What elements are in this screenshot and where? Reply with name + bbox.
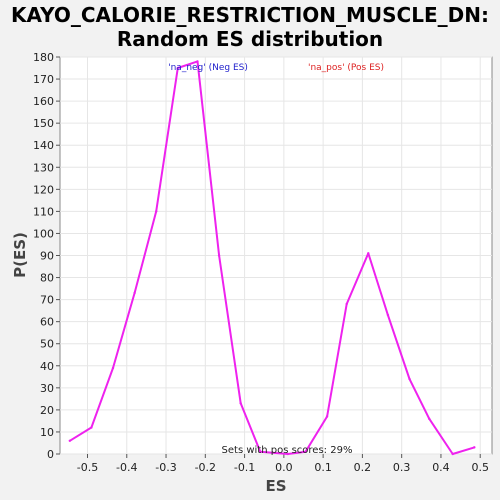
y-tick-label: 140: [33, 139, 54, 152]
y-tick-label: 110: [33, 205, 54, 218]
x-tick-label: -0.2: [195, 461, 216, 474]
data-point: [259, 450, 262, 453]
y-tick-label: 100: [33, 227, 54, 240]
x-tick-label: 0.5: [471, 461, 489, 474]
pos-scores-annotation: Sets with pos scores: 29%: [222, 445, 353, 456]
y-tick-label: 120: [33, 183, 54, 196]
y-tick-label: 60: [40, 316, 54, 329]
x-tick-label: 0.4: [432, 461, 450, 474]
x-tick-label: -0.3: [155, 461, 176, 474]
data-point: [239, 402, 242, 405]
chart-title-line-2: Random ES distribution: [117, 27, 383, 51]
data-point: [133, 291, 136, 295]
legend-neg-label: 'na_neg' (Neg ES): [168, 63, 248, 73]
y-tick-label: 90: [40, 250, 54, 263]
data-point: [286, 452, 289, 456]
y-tick-label: 20: [40, 404, 54, 417]
data-point: [217, 254, 221, 257]
data-point: [304, 450, 307, 453]
y-tick-label: 30: [40, 382, 54, 395]
data-point: [427, 417, 431, 420]
data-points: [68, 60, 476, 456]
legend-pos-label: 'na_pos' (Pos ES): [308, 63, 384, 73]
y-tick-label: 130: [33, 161, 54, 174]
y-tick-label: 50: [40, 338, 54, 351]
x-tick-label: -0.1: [234, 461, 255, 474]
data-point: [325, 415, 329, 418]
data-point: [473, 446, 476, 449]
data-point: [90, 426, 93, 429]
y-axis-ticks: 0 10 20 30 40 50 60 70 80 90 100 110 120 130 140 150 160…: [33, 51, 60, 461]
data-point: [68, 439, 72, 442]
y-tick-label: 180: [33, 51, 54, 64]
x-tick-label: 0.2: [354, 461, 372, 474]
y-tick-label: 70: [40, 294, 54, 307]
data-point: [196, 60, 199, 63]
data-point: [408, 377, 411, 381]
y-tick-label: 10: [40, 426, 54, 439]
x-axis-ticks: -0.5 -0.4 -0.3 -0.2 -0.1 0.0 0.1 0.2 0.3 0.4 0.5: [77, 454, 489, 474]
x-tick-label: 0.1: [314, 461, 332, 474]
data-point: [367, 252, 370, 255]
y-tick-label: 150: [33, 117, 54, 130]
data-point: [176, 66, 180, 70]
y-tick-label: 40: [40, 360, 54, 373]
chart-title-line-1: KAYO_CALORIE_RESTRICTION_MUSCLE_DN:: [11, 3, 489, 27]
y-axis-label: P(ES): [11, 232, 29, 278]
x-axis-label: ES: [265, 477, 286, 495]
y-tick-label: 160: [33, 95, 54, 108]
data-point: [155, 210, 158, 213]
grid: [60, 56, 492, 455]
data-point: [111, 366, 115, 370]
data-point: [451, 452, 454, 456]
y-tick-label: 80: [40, 272, 54, 285]
series-line: [69, 60, 475, 455]
data-point: [386, 313, 390, 317]
x-tick-label: -0.4: [116, 461, 137, 474]
x-tick-label: 0.3: [393, 461, 411, 474]
data-point: [345, 302, 348, 306]
x-tick-label: -0.5: [77, 461, 98, 474]
x-tick-label: 0.0: [275, 461, 293, 474]
y-tick-label: 0: [47, 448, 54, 461]
y-tick-label: 170: [33, 73, 54, 86]
